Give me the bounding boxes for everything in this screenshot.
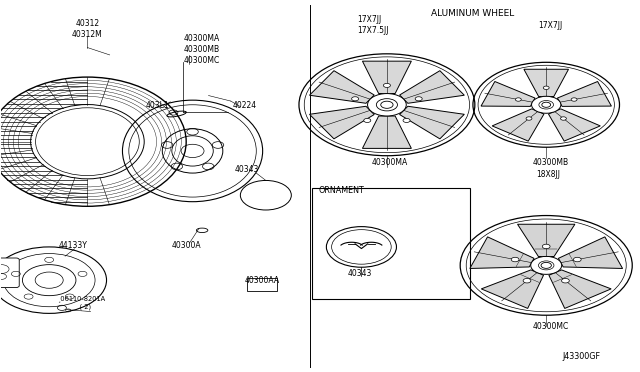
Polygon shape <box>492 109 544 141</box>
Circle shape <box>573 257 581 262</box>
Text: ¸06110-8201A
    ( 2): ¸06110-8201A ( 2) <box>57 295 105 310</box>
Circle shape <box>403 118 410 122</box>
Polygon shape <box>362 61 412 93</box>
Text: 40300MC: 40300MC <box>532 322 569 331</box>
Bar <box>246 278 277 291</box>
Polygon shape <box>558 237 623 269</box>
Polygon shape <box>557 81 611 106</box>
Text: 40300MB: 40300MB <box>532 157 569 167</box>
Polygon shape <box>481 270 543 308</box>
Bar <box>312 188 470 299</box>
Text: 17X7JJ
17X7.5JJ: 17X7JJ 17X7.5JJ <box>357 15 388 35</box>
Text: 40343: 40343 <box>348 269 372 278</box>
Circle shape <box>383 83 390 87</box>
Polygon shape <box>362 116 412 148</box>
Text: ALUMINUM WHEEL: ALUMINUM WHEEL <box>431 9 515 18</box>
FancyBboxPatch shape <box>0 258 19 288</box>
Circle shape <box>531 256 562 275</box>
Polygon shape <box>549 270 611 308</box>
Text: J43300GF: J43300GF <box>563 352 600 361</box>
Circle shape <box>561 279 570 283</box>
Polygon shape <box>481 81 535 106</box>
Circle shape <box>381 101 393 108</box>
Circle shape <box>541 262 552 268</box>
Text: 44133Y: 44133Y <box>58 241 87 250</box>
Polygon shape <box>548 109 600 141</box>
Circle shape <box>561 117 566 120</box>
Circle shape <box>364 118 371 122</box>
Polygon shape <box>399 71 465 103</box>
Text: 40300MA: 40300MA <box>372 157 408 167</box>
Text: ORNAMENT: ORNAMENT <box>319 186 364 195</box>
Polygon shape <box>310 106 374 139</box>
Polygon shape <box>399 106 465 139</box>
Text: 40300A: 40300A <box>172 241 201 250</box>
Circle shape <box>351 97 358 101</box>
Polygon shape <box>518 224 575 257</box>
Polygon shape <box>470 237 534 269</box>
Circle shape <box>571 98 577 101</box>
Text: 403L1: 403L1 <box>146 101 170 110</box>
Circle shape <box>515 98 521 101</box>
Circle shape <box>511 257 519 262</box>
Circle shape <box>532 96 561 113</box>
Text: 40224: 40224 <box>233 101 257 110</box>
Text: 40312
40312M: 40312 40312M <box>72 19 103 39</box>
Text: 40300AA: 40300AA <box>245 276 280 285</box>
Text: 40343: 40343 <box>234 165 259 174</box>
Polygon shape <box>310 71 374 103</box>
Circle shape <box>526 117 532 120</box>
Circle shape <box>542 244 550 249</box>
Circle shape <box>415 97 422 101</box>
Circle shape <box>543 86 549 90</box>
Circle shape <box>367 94 406 116</box>
Polygon shape <box>524 69 568 96</box>
Circle shape <box>542 102 550 107</box>
Text: 17X7JJ: 17X7JJ <box>539 21 563 30</box>
Circle shape <box>523 279 531 283</box>
Text: 40300MA
40300MB
40300MC: 40300MA 40300MB 40300MC <box>184 34 220 65</box>
Text: 18X8JJ: 18X8JJ <box>537 170 561 179</box>
